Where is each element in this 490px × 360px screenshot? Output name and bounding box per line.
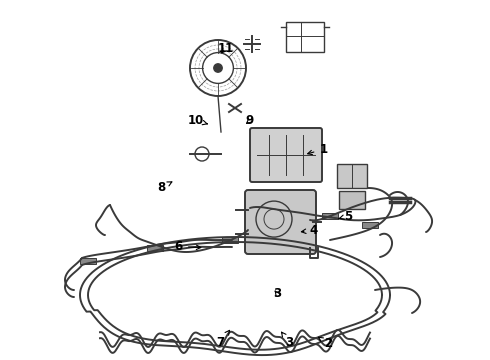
Text: 9: 9 [246, 114, 254, 127]
Text: 1: 1 [308, 143, 327, 156]
Bar [80, 258, 96, 264]
Bar [322, 213, 338, 219]
Text: 6: 6 [175, 240, 201, 253]
Circle shape [214, 64, 222, 72]
Text: 7: 7 [217, 330, 229, 348]
Text: 8: 8 [158, 181, 172, 194]
FancyBboxPatch shape [339, 191, 365, 209]
FancyBboxPatch shape [245, 190, 316, 254]
FancyBboxPatch shape [250, 128, 322, 182]
Text: 10: 10 [188, 114, 207, 127]
Text: 3: 3 [273, 287, 281, 300]
Text: 11: 11 [217, 42, 234, 55]
Text: 3: 3 [282, 332, 293, 348]
Text: 2: 2 [318, 337, 332, 350]
FancyBboxPatch shape [337, 164, 367, 188]
Text: 4: 4 [301, 224, 318, 237]
Text: 5: 5 [338, 210, 352, 222]
Bar [286, 22, 324, 52]
Bar [222, 237, 238, 243]
Bar [362, 222, 378, 228]
Bar [147, 245, 163, 251]
